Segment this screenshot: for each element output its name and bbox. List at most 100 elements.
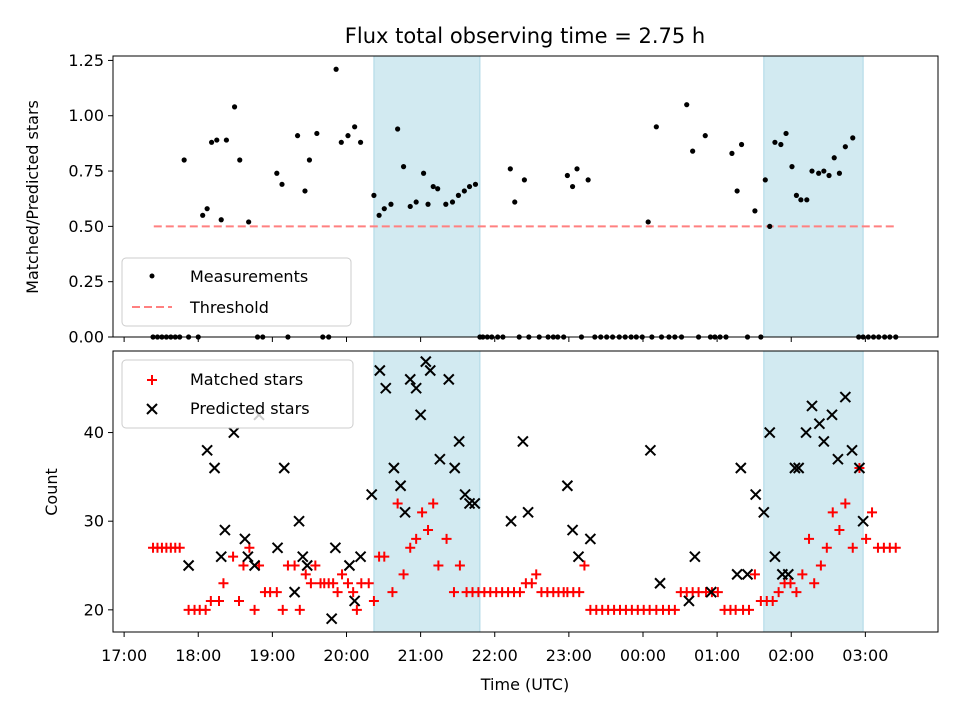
matched-stars-point bbox=[454, 560, 465, 571]
predicted-stars-point bbox=[459, 488, 471, 501]
matched-stars-point bbox=[310, 560, 321, 571]
matched-stars-point bbox=[392, 498, 403, 509]
measurements-point bbox=[772, 139, 778, 145]
measurements-point bbox=[455, 192, 462, 198]
predicted-stars-point bbox=[201, 444, 213, 456]
measurements-point bbox=[218, 217, 224, 223]
matched-stars-point bbox=[834, 525, 845, 536]
matched-stars-point bbox=[277, 604, 288, 615]
legend-predicted-marker bbox=[146, 403, 158, 415]
ratio-legend-box bbox=[121, 257, 352, 327]
x-tick-label: 19:00 bbox=[249, 646, 295, 665]
predicted-stars-point bbox=[329, 542, 342, 554]
matched-stars-point bbox=[712, 587, 723, 598]
predicted-stars-point bbox=[301, 559, 313, 572]
predicted-stars-point bbox=[857, 515, 869, 527]
measurements-point bbox=[204, 206, 210, 212]
x-tick-label: 22:00 bbox=[472, 646, 518, 665]
predicted-stars-point bbox=[683, 595, 695, 607]
measurements-point bbox=[466, 183, 473, 190]
measurements-point bbox=[653, 124, 659, 130]
y-tick-label: 30 bbox=[84, 512, 104, 531]
predicted-stars-point bbox=[764, 426, 776, 439]
predicted-stars-point bbox=[343, 559, 356, 572]
predicted-stars-point bbox=[813, 417, 826, 430]
measurements-point bbox=[564, 172, 570, 179]
matched-stars-point bbox=[428, 498, 439, 509]
chart-title: Flux total observing time = 2.75 h bbox=[345, 24, 705, 48]
measurements-point bbox=[237, 157, 243, 163]
matched-stars-point bbox=[827, 507, 838, 518]
measurements-point bbox=[734, 188, 740, 194]
matched-stars-point bbox=[531, 569, 542, 580]
measurements-point bbox=[778, 141, 784, 148]
measurements-point bbox=[789, 164, 795, 170]
matched-stars-point bbox=[574, 587, 585, 598]
predicted-stars-point bbox=[414, 409, 427, 421]
matched-stars-point bbox=[228, 551, 239, 562]
matched-stars-point bbox=[867, 507, 878, 518]
matched-stars-point bbox=[514, 587, 525, 598]
matched-stars-point bbox=[289, 560, 300, 571]
measurements-point bbox=[690, 148, 696, 154]
predicted-stars-point bbox=[782, 568, 794, 581]
measurements-point bbox=[425, 201, 431, 207]
measurements-point bbox=[645, 219, 651, 225]
measurements-point bbox=[395, 126, 401, 132]
matched-stars-point bbox=[234, 595, 245, 606]
ratio-axes-frame bbox=[112, 55, 939, 338]
predicted-stars-point bbox=[644, 444, 657, 456]
predicted-stars-point bbox=[271, 542, 284, 554]
x-tick-label: 18:00 bbox=[175, 646, 221, 665]
matched-stars-point bbox=[249, 604, 260, 615]
matched-stars-point bbox=[767, 595, 778, 606]
measurements-point bbox=[842, 144, 848, 150]
matched-stars-point bbox=[417, 507, 428, 518]
counts-axes-frame bbox=[112, 350, 939, 633]
measurements-point bbox=[512, 199, 518, 205]
predicted-stars-point bbox=[293, 515, 305, 527]
measurements-point bbox=[338, 139, 344, 145]
matched-stars-point bbox=[821, 542, 832, 553]
matched-stars-point bbox=[441, 533, 452, 544]
measurements-point bbox=[246, 219, 252, 225]
predicted-stars-point bbox=[689, 550, 701, 563]
predicted-stars-point bbox=[749, 488, 762, 501]
measurements-point bbox=[208, 139, 215, 145]
legend-threshold-label: Threshold bbox=[189, 298, 269, 317]
matched-stars-point bbox=[861, 533, 872, 544]
matched-stars-point bbox=[213, 595, 224, 606]
shaded-window-1 bbox=[373, 55, 481, 338]
counts-legend: Matched stars Predicted stars bbox=[121, 359, 354, 429]
predicted-stars-point bbox=[561, 480, 574, 492]
measurements-point bbox=[371, 192, 377, 198]
matched-stars-point bbox=[773, 587, 784, 598]
measurements-point bbox=[793, 192, 800, 198]
predicted-stars-point bbox=[800, 426, 812, 439]
measurements-point bbox=[302, 188, 308, 194]
matched-stars-point bbox=[368, 595, 379, 606]
matched-stars-point bbox=[797, 569, 808, 580]
shaded-window-2 bbox=[763, 55, 864, 338]
matched-stars-point bbox=[847, 542, 858, 553]
measurements-point bbox=[231, 104, 238, 110]
y-tick-label: 0.75 bbox=[68, 162, 104, 181]
y-tick-label: 0.00 bbox=[68, 328, 104, 347]
x-tick-label: 01:00 bbox=[694, 646, 740, 665]
measurements-point bbox=[381, 206, 387, 212]
matched-stars-point bbox=[305, 578, 316, 589]
predicted-stars-point bbox=[380, 382, 392, 394]
counts-y-axis-label: Count bbox=[42, 468, 61, 516]
predicted-stars-point bbox=[522, 506, 534, 519]
matched-stars-point bbox=[749, 569, 760, 580]
ratio-y-axis: 0.00 0.25 0.50 0.75 1.00 1.25 bbox=[68, 51, 113, 347]
predicted-stars-point bbox=[182, 559, 195, 572]
measurements-point bbox=[804, 197, 810, 203]
measurements-point bbox=[850, 135, 856, 141]
predicted-stars-point bbox=[297, 550, 309, 563]
measurements-point bbox=[816, 170, 822, 176]
predicted-stars-point bbox=[288, 586, 301, 598]
measurements-point bbox=[783, 130, 789, 137]
y-tick-label: 1.00 bbox=[68, 106, 104, 125]
